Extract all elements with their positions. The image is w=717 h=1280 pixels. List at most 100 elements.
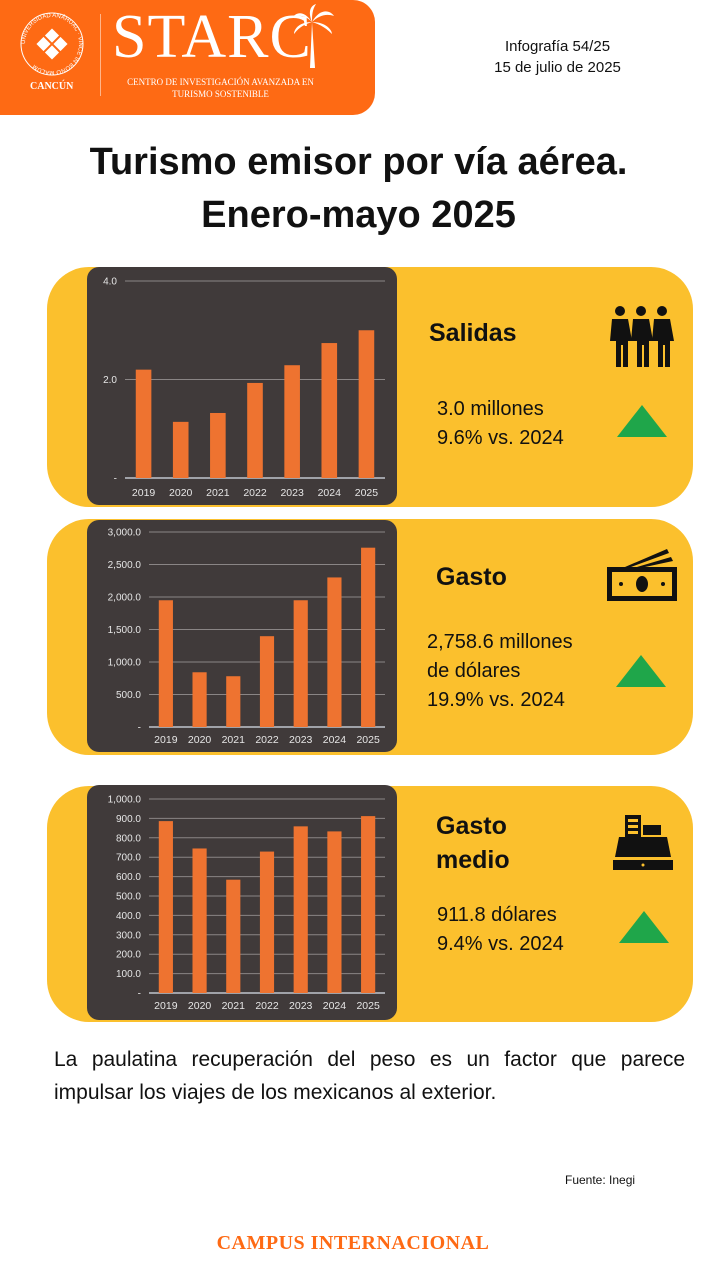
x-tick-label: 2024 [323, 734, 347, 746]
unit-line: de dólares [427, 660, 521, 682]
x-tick-label: 2023 [280, 487, 304, 499]
chart-panel-gasto-medio: - 100.0 200.0 300.0 400.0 500.0 600.0 700.0 800.… [87, 785, 397, 1020]
title-line-1: Turismo emisor por vía aérea. [89, 141, 628, 183]
bar-2019 [135, 369, 152, 478]
x-tick-label: 2023 [289, 1000, 313, 1012]
trend-up-icon [617, 405, 667, 437]
chart-salidas: - 2.0 4.0 2019 2020 2021 2022 2023 2024 2025 [103, 277, 385, 499]
x-tick-label: 2024 [318, 487, 342, 499]
y-tick-label: 2,500.0 [108, 560, 142, 571]
bar-2021 [226, 879, 241, 993]
y-tick-label: 1,000.0 [108, 658, 142, 669]
bar-2019 [158, 821, 173, 993]
seal-ring [20, 12, 84, 76]
page-title: Turismo emisor por vía aérea. Enero-mayo… [0, 136, 717, 242]
x-tick-label: 2021 [222, 734, 246, 746]
bar-2025 [358, 330, 375, 478]
bar-2023 [293, 600, 308, 727]
x-tick-label: 2019 [154, 734, 178, 746]
cash-register-icon [613, 815, 673, 870]
x-tick-label: 2020 [188, 1000, 212, 1012]
y-tick-label: 400.0 [116, 911, 141, 922]
label-line: Gasto [436, 812, 507, 840]
y-tick-label: 700.0 [116, 853, 141, 864]
infographic-meta: Infografía 54/25 15 de julio de 2025 [460, 36, 655, 78]
bar-2025 [361, 816, 376, 993]
y-tick-label: 500.0 [116, 690, 141, 701]
change-line: 9.6% vs. 2024 [437, 427, 564, 449]
card-values: 3.0 millones 9.6% vs. 2024 [437, 395, 564, 453]
card-label: Gasto [436, 563, 507, 591]
change-line: 9.4% vs. 2024 [437, 933, 564, 955]
y-tick-label: 2.0 [103, 375, 117, 386]
divider [100, 14, 101, 96]
university-seal-logo: UNIVERSIDAD ANÁHUAC · VINCE IN BONO MALU… [20, 12, 84, 76]
label-line: medio [436, 846, 510, 874]
card-values: 2,758.6 millones de dólares 19.9% vs. 20… [427, 628, 573, 715]
y-tick-label: 3,000.0 [108, 528, 142, 539]
card-label: Gasto medio [436, 809, 510, 877]
trend-up-icon [619, 911, 669, 943]
x-tick-label: 2021 [206, 487, 230, 499]
starc-logo: STARC [112, 3, 312, 71]
conclusion-paragraph: La paulatina recuperación del peso es un… [54, 1048, 685, 1104]
y-tick-label: 900.0 [116, 814, 141, 825]
y-tick-label: - [114, 474, 117, 485]
value-line: 3.0 millones [437, 398, 544, 420]
bar-2024 [327, 577, 342, 727]
bar-2024 [321, 343, 338, 478]
y-tick-label: 100.0 [116, 969, 141, 980]
trend-up-icon [616, 655, 666, 687]
change-line: 19.9% vs. 2024 [427, 689, 565, 711]
x-tick-label: 2022 [243, 487, 267, 499]
x-tick-label: 2021 [222, 1000, 246, 1012]
campus-logo-text: CANCÚN [30, 81, 74, 92]
infographic-number: Infografía 54/25 [504, 38, 611, 55]
chart-panel-gasto: - 500.0 1,000.0 1,500.0 2,000.0 2,500.0 3,000.… [87, 520, 397, 752]
bar-2022 [259, 851, 275, 993]
card-label: Salidas [429, 319, 517, 347]
palm-tree-icon [292, 4, 334, 68]
x-tick-label: 2022 [255, 734, 279, 746]
header-banner: UNIVERSIDAD ANÁHUAC · VINCE IN BONO MALU… [0, 0, 375, 115]
bar-2022 [259, 636, 275, 727]
bar-2021 [226, 676, 241, 727]
bar-2020 [192, 848, 207, 993]
money-icon [607, 549, 677, 601]
x-tick-label: 2020 [188, 734, 212, 746]
chart-panel-salidas: - 2.0 4.0 2019 2020 2021 2022 2023 2024 2025 [87, 267, 397, 505]
x-tick-label: 2024 [323, 1000, 347, 1012]
bar-2025 [361, 547, 376, 727]
x-tick-label: 2022 [255, 1000, 279, 1012]
y-tick-label: - [138, 989, 141, 1000]
x-tick-label: 2023 [289, 734, 313, 746]
y-tick-label: 300.0 [116, 930, 141, 941]
seal-emblem-icon [36, 28, 68, 60]
campus-footer-logo: CAMPUS INTERNACIONAL [216, 1232, 490, 1254]
bar-2024 [327, 831, 342, 993]
bar-2023 [284, 365, 300, 478]
chart-gasto-medio: - 100.0 200.0 300.0 400.0 500.0 600.0 700.0 800.… [108, 795, 385, 1012]
y-tick-label: 1,000.0 [108, 795, 142, 806]
y-tick-label: 1,500.0 [108, 625, 142, 636]
people-icon [610, 306, 674, 367]
bar-2020 [192, 672, 207, 727]
card-values: 911.8 dólares 9.4% vs. 2024 [437, 901, 564, 959]
y-tick-label: 4.0 [103, 277, 117, 288]
title-line-2: Enero-mayo 2025 [201, 194, 516, 236]
x-tick-label: 2019 [154, 1000, 178, 1012]
y-tick-label: 600.0 [116, 872, 141, 883]
logo-subtitle: CENTRO DE INVESTIGACIÓN AVANZADA EN TURI… [127, 77, 314, 99]
x-tick-label: 2025 [356, 734, 380, 746]
bar-2022 [247, 382, 263, 478]
chart-gasto: - 500.0 1,000.0 1,500.0 2,000.0 2,500.0 3,000.… [108, 528, 385, 746]
bar-2023 [293, 826, 308, 993]
value-line: 2,758.6 millones [427, 631, 573, 653]
y-tick-label: 500.0 [116, 892, 141, 903]
x-tick-label: 2020 [169, 487, 193, 499]
y-tick-label: 2,000.0 [108, 593, 142, 604]
bar-2020 [172, 421, 189, 478]
bar-2019 [158, 600, 173, 727]
y-tick-label: - [138, 723, 141, 734]
y-tick-label: 800.0 [116, 833, 141, 844]
